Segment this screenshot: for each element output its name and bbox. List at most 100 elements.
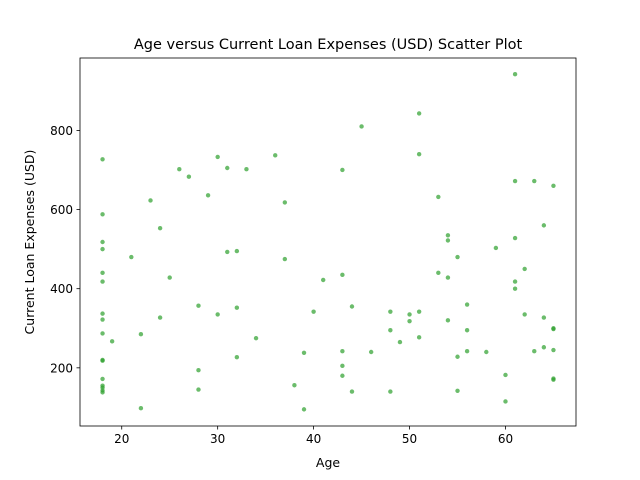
axis-ticks: 20 30 40 50 60 200 400 600 800 [50,124,513,446]
data-point [100,390,105,395]
data-point [157,225,163,231]
data-point [167,275,172,280]
x-tick-label: 50 [402,432,417,446]
data-point [100,358,105,363]
data-point [177,166,182,172]
data-point [416,151,422,157]
data-point [464,328,470,333]
y-tick-label: 200 [50,361,73,375]
data-point [215,154,220,160]
data-point [368,349,374,355]
data-point [512,279,518,284]
data-point [551,326,556,332]
data-point [407,318,412,324]
x-tick-label: 20 [114,432,129,446]
data-point [234,354,240,360]
data-point [340,373,345,378]
data-point [157,315,163,320]
data-point [100,239,105,245]
data-point [340,167,345,173]
data-point [225,249,230,255]
data-point [541,223,547,228]
data-point [129,254,134,260]
data-point [301,407,307,412]
data-point [436,270,441,276]
data-point [445,275,451,280]
data-point [292,383,297,388]
data-point [388,309,393,314]
data-point [100,212,105,217]
data-point [321,277,326,283]
data-point [512,178,518,184]
data-point [532,178,537,184]
data-point [349,389,355,394]
data-point [138,405,144,411]
data-point [407,312,412,317]
data-points [100,72,556,412]
data-point [100,246,105,252]
data-point [522,312,527,317]
data-point [244,166,249,172]
data-point [455,388,460,393]
data-point [484,349,489,355]
data-point [205,193,211,198]
data-point [455,354,460,359]
data-point [464,349,470,354]
data-point [541,345,547,350]
data-point [186,174,192,179]
data-point [196,303,201,308]
data-point [388,328,393,333]
data-point [512,235,518,241]
data-point [512,72,518,77]
data-point [301,350,307,355]
data-point [397,339,403,345]
data-point [109,339,115,344]
data-point [282,200,288,205]
data-point [148,198,153,203]
data-point [311,309,316,314]
data-point [340,272,345,278]
data-point [503,399,508,404]
data-point [445,238,451,243]
data-point [215,312,220,317]
data-point [100,279,105,284]
data-point [416,309,422,314]
data-point [551,347,556,353]
data-point [196,368,201,373]
data-point [445,318,451,323]
data-point [388,389,393,394]
data-point [445,233,451,238]
y-tick-label: 400 [50,282,73,296]
x-tick-label: 60 [498,432,513,446]
data-point [522,266,527,272]
data-point [436,194,441,200]
data-point [551,183,556,189]
y-tick-label: 600 [50,203,73,217]
data-point [551,377,556,382]
data-point [455,254,460,260]
x-tick-label: 30 [210,432,225,446]
x-axis-label: Age [316,455,340,470]
x-tick-label: 40 [306,432,321,446]
data-point [349,304,355,309]
data-point [532,349,537,354]
data-point [282,256,288,262]
data-point [100,317,105,322]
data-point [541,315,547,320]
data-point [416,111,422,116]
data-point [100,376,105,382]
data-point [253,335,259,341]
y-axis-label: Current Loan Expenses (USD) [22,150,37,335]
data-point [234,248,240,254]
data-point [100,311,105,316]
y-tick-label: 800 [50,124,73,138]
data-point [100,331,105,336]
data-point [512,286,518,291]
data-point [100,157,105,162]
data-point [234,305,240,310]
data-point [138,332,144,337]
chart-title: Age versus Current Loan Expenses (USD) S… [134,37,523,53]
data-point [225,165,230,171]
data-point [340,349,345,354]
